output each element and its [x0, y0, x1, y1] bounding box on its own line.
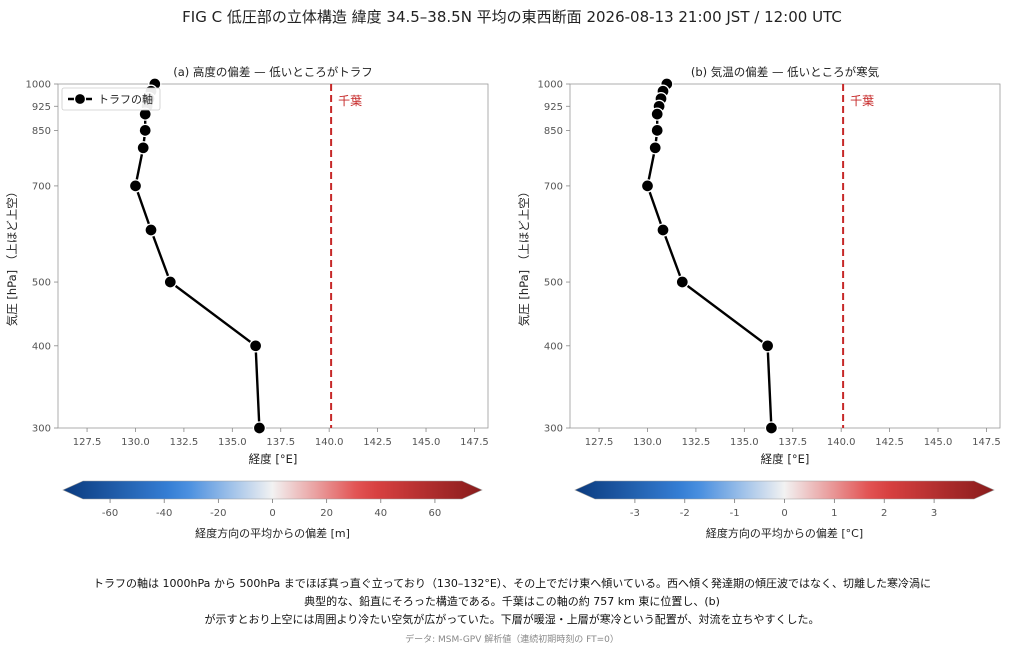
plot-frame [57, 83, 489, 429]
trough-axis-point [252, 421, 267, 435]
trough-axis-point [764, 421, 779, 435]
y-tick-label: 1000 [26, 80, 51, 91]
caption-line-1: トラフの軸は 1000hPa から 500hPa までほぼ真っ直ぐ立っており（1… [93, 577, 931, 590]
x-tick-label: 147.5 [972, 437, 1001, 448]
colorbar-tick-label: -2 [680, 508, 690, 519]
chiba-marker-label: 千葉 [338, 94, 362, 108]
colorbar-tick-label: 1 [831, 508, 837, 519]
x-tick-label: 135.0 [730, 437, 759, 448]
colorbar-tick-label: 20 [320, 508, 333, 519]
x-tick-label: 140.0 [315, 437, 344, 448]
y-tick-label: 850 [32, 126, 51, 137]
y-tick-label: 700 [32, 181, 51, 192]
x-axis-label: 経度 [°E] [761, 452, 810, 466]
x-tick-label: 145.0 [412, 437, 441, 448]
colorbar-tick-label: -40 [156, 508, 172, 519]
colorbar-tick-label: 3 [931, 508, 937, 519]
colorbar-tick-label: 40 [374, 508, 387, 519]
trough-axis-point [138, 123, 152, 138]
y-tick-label: 300 [32, 424, 51, 435]
legend-label: トラフの軸 [98, 92, 153, 106]
y-tick-label: 400 [544, 341, 563, 352]
y-tick-label: 925 [32, 102, 51, 113]
legend: トラフの軸 [61, 87, 161, 111]
x-tick-label: 137.5 [266, 437, 295, 448]
trough-axis-point [650, 107, 664, 121]
x-tick-label: 127.5 [585, 437, 614, 448]
colorbar-label: 経度方向の平均からの偏差 [°C] [706, 526, 863, 540]
trough-axis-point [675, 275, 689, 289]
y-tick-label: 300 [544, 424, 563, 435]
x-tick-label: 135.0 [218, 437, 247, 448]
panel-title: (a) 高度の偏差 — 低いところがトラフ [173, 65, 373, 79]
figure-title: FIG C 低圧部の立体構造 緯度 34.5–38.5N 平均の東西断面 202… [182, 8, 842, 26]
panel-title: (b) 気温の偏差 — 低いところが寒気 [691, 65, 880, 79]
colorbar-tick-label: 0 [269, 508, 275, 519]
colorbar-a: -60 -40 -20 0 20 40 60 経度方向の平均からの偏差 [m] [62, 480, 483, 540]
trough-axis-point [650, 123, 664, 138]
x-tick-label: 140.0 [827, 437, 856, 448]
colorbar-shape [574, 480, 995, 500]
chiba-marker-label: 千葉 [850, 94, 874, 108]
y-tick-label: 700 [544, 181, 563, 192]
colorbar-tick-label: 60 [429, 508, 442, 519]
colorbar-tick-label: -3 [630, 508, 640, 519]
y-tick-label: 1000 [538, 80, 563, 91]
trough-axis-point [248, 339, 263, 353]
y-tick-label: 500 [544, 278, 563, 289]
y-axis-label: 気圧 [hPa] （上ほど上空） [5, 186, 19, 327]
plot-frame [569, 83, 1001, 429]
trough-axis-point [163, 275, 177, 289]
x-tick-label: 127.5 [73, 437, 102, 448]
x-tick-label: 147.5 [460, 437, 489, 448]
x-tick-label: 132.5 [682, 437, 711, 448]
colorbar-shape [62, 480, 483, 500]
x-tick-label: 142.5 [875, 437, 904, 448]
colorbar-b: -3 -2 -1 0 1 2 3 経度方向の平均からの偏差 [°C] [574, 480, 995, 540]
legend-box [61, 87, 161, 111]
panel-a-height-anomaly: (a) 高度の偏差 — 低いところがトラフ 127.5 130.0 132.5 135.… [5, 65, 489, 466]
data-source: データ: MSM-GPV 解析値（連続初期時刻の FT=0） [405, 635, 619, 645]
y-tick-label: 400 [32, 341, 51, 352]
panel-b-temperature-anomaly: (b) 気温の偏差 — 低いところが寒気 127.5 130.0 132.5 135.0… [517, 65, 1001, 466]
x-tick-label: 132.5 [170, 437, 199, 448]
x-tick-label: 145.0 [924, 437, 953, 448]
x-axis-label: 経度 [°E] [249, 452, 298, 466]
y-tick-label: 850 [544, 126, 563, 137]
trough-axis-point [760, 339, 775, 353]
colorbar-label: 経度方向の平均からの偏差 [m] [195, 526, 350, 540]
legend-marker [73, 92, 87, 106]
x-tick-label: 130.0 [633, 437, 662, 448]
trough-axis-point [144, 223, 158, 237]
x-tick-label: 142.5 [363, 437, 392, 448]
trough-axis-line [134, 83, 261, 429]
y-tick-label: 925 [544, 102, 563, 113]
caption-line-2: 典型的な、鉛直にそろった構造である。千葉はこの軸の約 757 km 東に位置し、… [304, 595, 720, 608]
trough-axis-point [136, 141, 150, 155]
colorbar-tick-label: -60 [102, 508, 118, 519]
colorbar-tick-label: -20 [210, 508, 226, 519]
trough-axis-point [656, 223, 670, 237]
x-tick-label: 130.0 [121, 437, 150, 448]
colorbar-tick-label: -1 [730, 508, 740, 519]
x-tick-label: 137.5 [778, 437, 807, 448]
y-tick-label: 500 [32, 278, 51, 289]
trough-axis-line [646, 83, 773, 429]
colorbar-tick-label: 0 [781, 508, 787, 519]
colorbar-tick-label: 2 [881, 508, 887, 519]
caption-line-3: が示すとおり上空には周囲より冷たい空気が広がっていた。下層が暖湿・上層が寒冷とい… [204, 613, 820, 626]
y-axis-label: 気圧 [hPa] （上ほど上空） [517, 186, 531, 327]
trough-axis-point [640, 179, 655, 193]
trough-axis-point [128, 179, 143, 193]
trough-axis-point [648, 141, 662, 155]
